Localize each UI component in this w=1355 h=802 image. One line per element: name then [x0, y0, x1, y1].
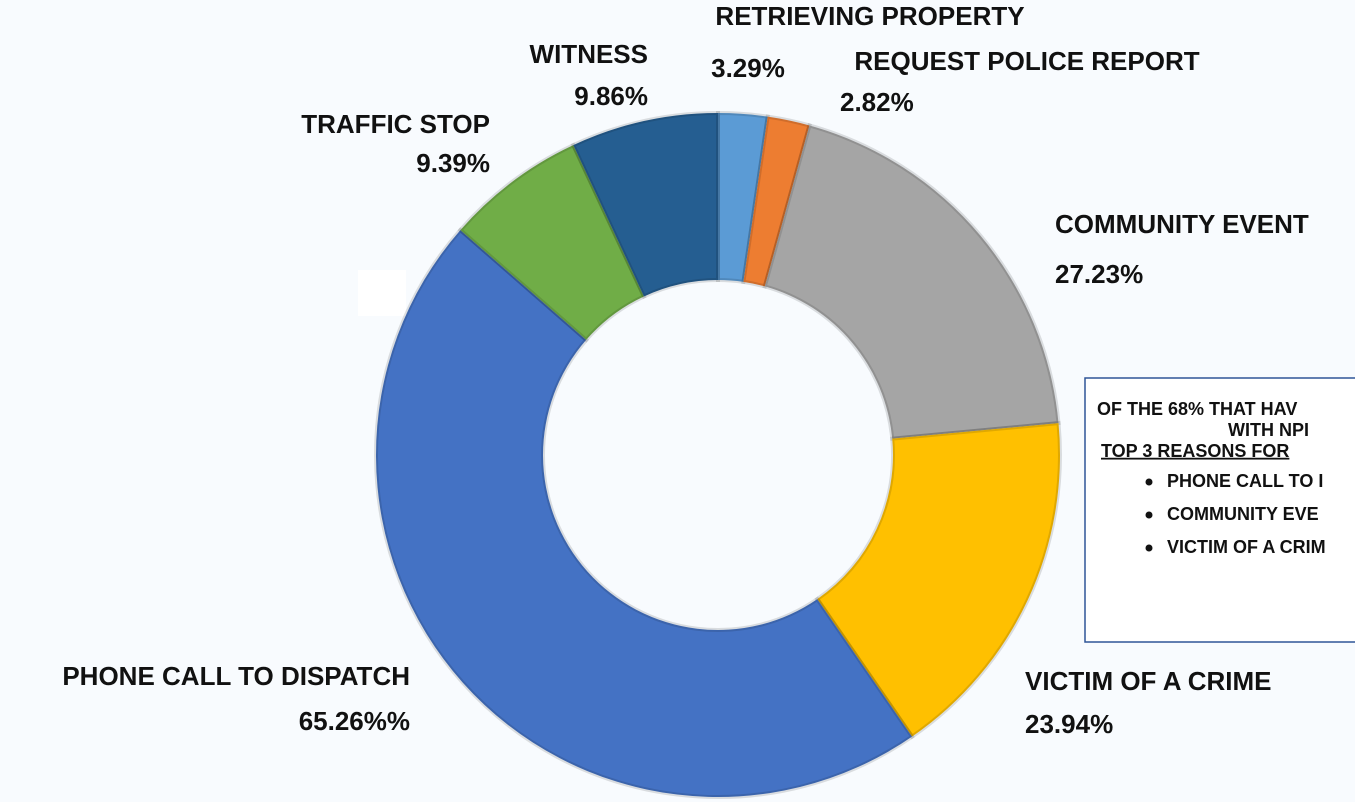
note-line: TOP 3 REASONS FOR: [1101, 441, 1289, 461]
slice: [741, 114, 812, 289]
background-patch: [358, 270, 406, 316]
category-label: TRAFFIC STOP: [301, 109, 490, 139]
category-label: COMMUNITY EVENT: [1055, 209, 1309, 239]
note-line: WITH NPI: [1228, 420, 1309, 440]
note-line: OF THE 68% THAT HAV: [1097, 399, 1297, 419]
bullet: [1145, 478, 1153, 486]
category-label: VICTIM OF A CRIME: [1025, 666, 1272, 696]
value-label: 65.26%%: [299, 706, 410, 736]
category-label: REQUEST POLICE REPORT: [854, 46, 1199, 76]
category-label: RETRIEVING PROPERTY: [715, 1, 1024, 31]
bullet: [1145, 511, 1153, 519]
value-label: 3.29%: [711, 53, 785, 83]
value-label: 9.39%: [416, 148, 490, 178]
value-label: 23.94%: [1025, 709, 1113, 739]
value-label: 27.23%: [1055, 259, 1143, 289]
value-label: 2.82%: [840, 87, 914, 117]
bullet: [1145, 544, 1153, 552]
category-label: PHONE CALL TO DISPATCH: [62, 661, 410, 691]
slice: [457, 142, 647, 343]
note-bullet: PHONE CALL TO I: [1167, 471, 1323, 491]
slice: [762, 122, 1061, 441]
slice: [716, 110, 770, 285]
note-box: [1084, 377, 1355, 643]
note-bullet: VICTIM OF A CRIM: [1167, 537, 1326, 557]
slice: [814, 420, 1062, 740]
category-label: WITNESS: [530, 39, 648, 69]
slice: [570, 110, 720, 300]
slice: [374, 227, 915, 799]
note-bullet: COMMUNITY EVE: [1167, 504, 1319, 524]
value-label: 9.86%: [574, 81, 648, 111]
